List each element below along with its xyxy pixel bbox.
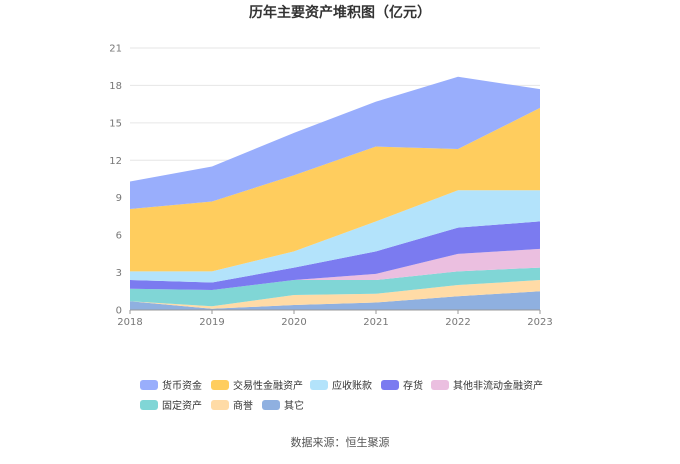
area-series-layer — [130, 76, 540, 310]
area-series-5 — [130, 190, 540, 283]
chart-title: 历年主要资产堆积图（亿元） — [249, 4, 431, 21]
legend-label: 存货 — [403, 379, 423, 392]
x-tick-label: 2018 — [117, 317, 142, 328]
area-series-3 — [130, 248, 540, 291]
x-tick-label: 2020 — [281, 317, 306, 328]
legend-item[interactable]: 应收账款 — [310, 379, 372, 392]
data-source-note: 数据来源：恒生聚源 — [291, 435, 390, 449]
legend-swatch — [140, 380, 158, 390]
legend-item[interactable]: 商誉 — [211, 399, 253, 412]
legend-label: 货币资金 — [162, 379, 202, 392]
legend-swatch — [211, 400, 229, 410]
legend-item[interactable]: 固定资产 — [140, 399, 202, 412]
x-tick-label: 2023 — [527, 317, 552, 328]
legend-item[interactable]: 货币资金 — [140, 379, 202, 392]
y-tick-label: 6 — [116, 231, 122, 242]
x-tick-label: 2022 — [445, 317, 470, 328]
x-tick-label: 2019 — [199, 317, 224, 328]
legend-swatch — [431, 380, 449, 390]
y-tick-label: 15 — [109, 118, 122, 129]
legend-item[interactable]: 其他非流动金融资产 — [431, 379, 543, 392]
area-series-4 — [130, 221, 540, 291]
legend-swatch — [262, 400, 280, 410]
legend-label: 交易性金融资产 — [233, 379, 303, 392]
y-tick-label: 3 — [116, 268, 122, 279]
y-tick-label: 21 — [109, 44, 122, 55]
y-tick-label: 9 — [116, 193, 122, 204]
y-tick-label: 12 — [109, 156, 122, 167]
area-series-2 — [130, 267, 540, 307]
area-series-6 — [130, 107, 540, 272]
legend-label: 其他非流动金融资产 — [453, 379, 543, 392]
legend-item[interactable]: 存货 — [381, 379, 423, 392]
legend-label: 固定资产 — [162, 399, 202, 412]
legend-swatch — [211, 380, 229, 390]
legend-label: 应收账款 — [332, 379, 372, 392]
legend-swatch — [140, 400, 158, 410]
area-series-7 — [130, 76, 540, 209]
legend-item[interactable]: 交易性金融资产 — [211, 379, 303, 392]
y-tick-label: 0 — [116, 306, 122, 317]
area-series-0 — [130, 291, 540, 310]
axis-layer: 0 3 6 9 12 15 18 21 2018 2019 2020 2021 2022 2023 — [109, 44, 552, 329]
y-tick-label: 18 — [109, 81, 122, 92]
legend-item[interactable]: 其它 — [262, 399, 304, 412]
legend-swatch — [381, 380, 399, 390]
legend-label: 其它 — [284, 399, 304, 412]
legend-label: 商誉 — [233, 399, 253, 412]
x-tick-label: 2021 — [363, 317, 388, 328]
legend-swatch — [310, 380, 328, 390]
